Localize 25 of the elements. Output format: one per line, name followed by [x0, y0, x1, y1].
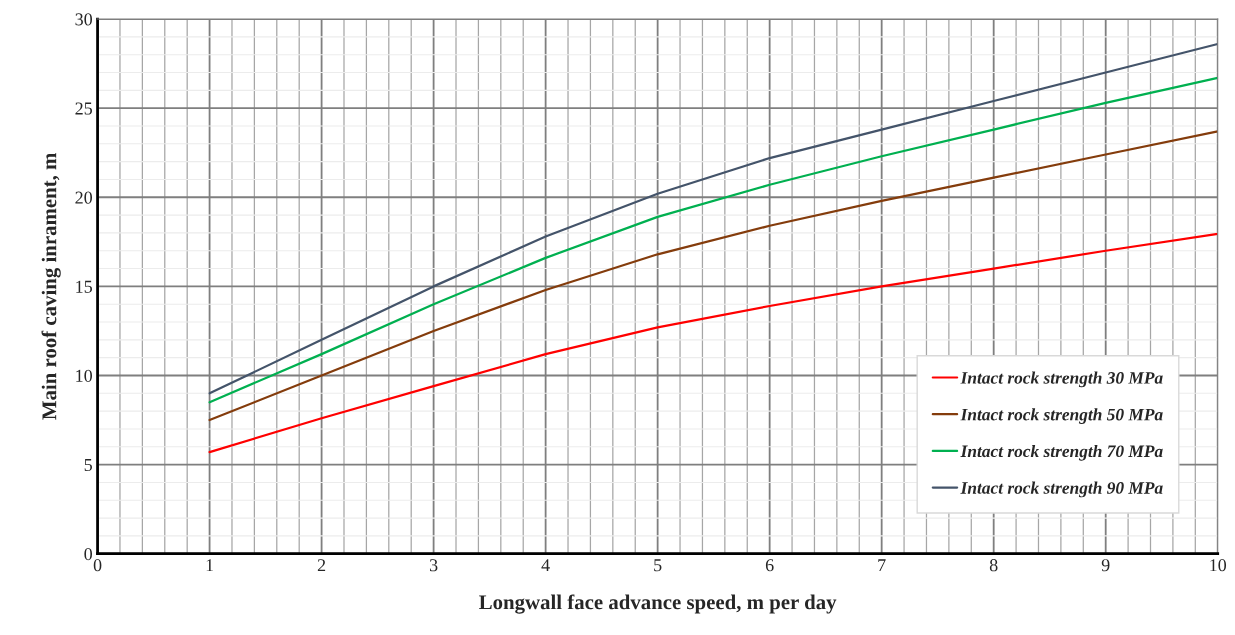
y-tick-label: 20	[75, 191, 93, 204]
x-tick-label: 7	[878, 559, 886, 572]
x-tick-label: 0	[93, 559, 102, 572]
legend-label: Intact rock strength 70 MPa	[960, 444, 1163, 461]
x-tick-label: 6	[765, 559, 774, 572]
legend-label: Intact rock strength 30 MPa	[960, 371, 1163, 388]
y-tick-label: 0	[84, 547, 93, 561]
x-axis-title: Longwall face advance speed, m per day	[479, 594, 837, 614]
x-tick-label: 1	[206, 559, 214, 572]
y-tick-label: 25	[75, 102, 92, 115]
y-tick-label: 10	[76, 369, 93, 382]
x-tick-label: 10	[1210, 559, 1227, 572]
x-tick-label: 8	[989, 559, 998, 572]
legend-label: Intact rock strength 50 MPa	[960, 408, 1163, 424]
y-tick-label: 15	[76, 280, 92, 293]
y-tick-label: 5	[84, 459, 92, 472]
x-tick-label: 9	[1101, 559, 1110, 572]
legend-label: Intact rock strength 90 MPa	[960, 481, 1163, 498]
x-tick-label: 3	[429, 559, 438, 572]
line-series	[208, 130, 1218, 422]
x-tick-label: 2	[317, 559, 326, 572]
x-tick-label: 4	[541, 559, 550, 572]
y-tick-label: 30	[75, 13, 93, 26]
x-tick-label: 5	[654, 559, 662, 572]
y-axis-title: Main roof caving inrament, m	[41, 152, 61, 420]
